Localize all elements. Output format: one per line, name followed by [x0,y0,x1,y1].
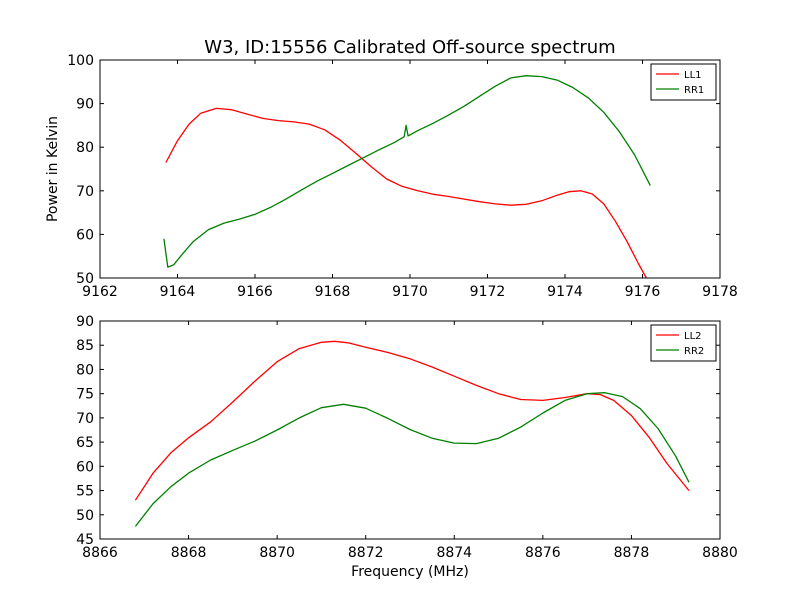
y-tick-label: 100 [67,53,94,69]
legend-box [650,324,717,362]
legend-label-rr2: RR2 [684,346,704,357]
y-tick-label: 80 [76,140,94,156]
legend-label-ll1: LL1 [684,70,702,81]
x-tick-label: 9178 [702,284,738,300]
y-tick-label: 50 [76,271,94,287]
y-tick-label: 75 [76,387,94,403]
figure-title: W3, ID:15556 Calibrated Off-source spect… [204,37,615,58]
x-tick-label: 8870 [259,545,295,561]
x-tick-label: 8866 [82,545,118,561]
y-tick-label: 60 [76,459,94,475]
series-line-ll2 [134,340,690,501]
x-tick-label: 9166 [237,284,273,300]
series-line-rr1 [163,75,651,268]
x-tick-label: 9170 [392,284,428,300]
x-tick-label: 8878 [614,545,650,561]
x-tick-label: 8868 [171,545,207,561]
y-tick-label: 70 [76,411,94,427]
y-tick-label: 50 [76,508,94,524]
plot-frame [99,320,721,540]
x-tick-label: 9176 [625,284,661,300]
top-spectrum-panel: 9162 9164 9166 9168 9170 9172 9174 9176 9178 50 60… [45,53,738,300]
y-tick-label: 85 [76,338,94,354]
x-tick-label: 8872 [348,545,384,561]
y-tick-label: 65 [76,435,94,451]
x-axis-label: Frequency (MHz) [351,564,469,580]
series-line-ll1 [165,107,647,279]
y-tick-label: 70 [76,184,94,200]
bottom-spectrum-panel: 8866 8868 8870 8872 8874 8876 8878 8880 45 50 55 60… [76,314,738,580]
legend-label-rr1: RR1 [684,85,704,96]
x-tick-label: 8874 [436,545,472,561]
y-tick-label: 60 [76,227,94,243]
x-tick-label: 9168 [315,284,351,300]
x-tick-label: 9172 [470,284,506,300]
legend-label-ll2: LL2 [684,331,702,342]
series-line-rr2 [134,392,690,527]
y-tick-label: 55 [76,484,94,500]
y-axis-label: Power in Kelvin [45,116,61,222]
x-tick-label: 9162 [82,284,118,300]
y-tick-label: 45 [76,532,94,548]
y-tick-label: 90 [76,314,94,330]
legend-box [650,63,717,101]
y-tick-label: 90 [76,97,94,113]
x-tick-label: 9164 [160,284,196,300]
x-tick-label: 9174 [547,284,583,300]
y-tick-label: 80 [76,362,94,378]
x-tick-label: 8876 [525,545,561,561]
x-tick-label: 8880 [702,545,738,561]
